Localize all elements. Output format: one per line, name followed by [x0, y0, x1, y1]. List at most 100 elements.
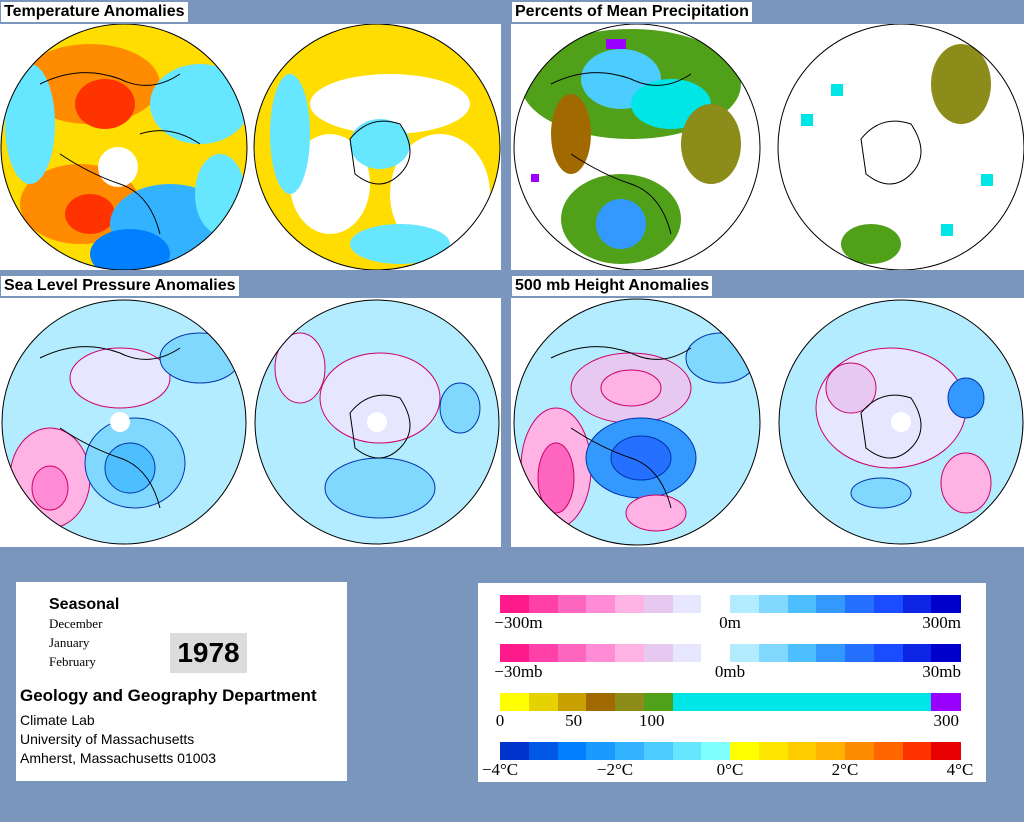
- month-december: December: [49, 616, 103, 631]
- month-january: January: [49, 635, 90, 650]
- height-scale-label: 0m: [719, 613, 741, 632]
- temperature-scale-swatch: [672, 742, 702, 760]
- address-line-1: Climate Lab: [20, 712, 95, 728]
- temperature-scale-label: −4°C: [481, 760, 519, 779]
- precip-scale-swatch: [931, 693, 961, 711]
- temperature-scale-swatch: [787, 742, 817, 760]
- pressure-scale-label: 30mb: [922, 662, 961, 681]
- precip-scale-swatch: [787, 693, 817, 711]
- pressure-scale-swatch: [902, 644, 932, 662]
- pressure-scale-swatch: [816, 644, 846, 662]
- pressure-scale-swatch: [701, 644, 731, 662]
- height-scale-swatch: [758, 595, 788, 613]
- address-line-2: University of Massachusetts: [20, 731, 195, 747]
- precip-scale-swatch: [902, 693, 932, 711]
- temperature-scale-swatch: [873, 742, 903, 760]
- height-scale-swatch: [902, 595, 932, 613]
- pressure-scale-swatch: [873, 644, 903, 662]
- pressure-scale-swatch: [758, 644, 788, 662]
- pressure-north-hemisphere: [2, 300, 246, 544]
- pressure-scale-swatch: [845, 644, 875, 662]
- temperature-scale-swatch: [528, 742, 558, 760]
- temperature-scale-swatch: [902, 742, 932, 760]
- temperature-panel: Temperature Anomalies: [0, 2, 501, 270]
- height-scale-label: 300m: [922, 613, 961, 632]
- temperature-scale-swatch: [816, 742, 846, 760]
- temperature-scale-swatch: [557, 742, 587, 760]
- height-scale-swatch: [672, 595, 702, 613]
- info-box: Seasonal December January February 1978 …: [16, 582, 347, 781]
- height-scale-swatch: [557, 595, 587, 613]
- pressure-scale-swatch: [557, 644, 587, 662]
- precip-scale-swatch: [701, 693, 731, 711]
- height-scale-swatch: [787, 595, 817, 613]
- temperature-scale-swatch: [758, 742, 788, 760]
- pressure-scale-swatch: [730, 644, 760, 662]
- height-scale-swatch: [873, 595, 903, 613]
- temperature-south-hemisphere: [254, 24, 500, 270]
- sea-level-pressure-title: Sea Level Pressure Anomalies: [1, 276, 239, 296]
- pressure-scale-label: −30mb: [494, 662, 543, 681]
- temperature-scale-label: 0°C: [716, 760, 744, 779]
- precip-scale-swatch: [615, 693, 645, 711]
- height-scale-swatch: [701, 595, 731, 613]
- height-scale-swatch: [643, 595, 673, 613]
- temperature-scale-swatch: [931, 742, 961, 760]
- temperature-north-hemisphere: [1, 24, 247, 270]
- precip-scale-bar: [500, 693, 961, 711]
- height-scale-bar: [500, 595, 961, 613]
- precip-scale-swatch: [557, 693, 587, 711]
- height-500mb-maps: [513, 298, 1024, 546]
- precip-scale-swatch: [643, 693, 673, 711]
- pressure-scale-swatch: [500, 644, 530, 662]
- precipitation-north-hemisphere: [514, 24, 760, 270]
- pressure-scale-swatch: [787, 644, 817, 662]
- precip-scale-swatch: [528, 693, 558, 711]
- height-scale-swatch: [615, 595, 645, 613]
- temperature-maps: [0, 24, 501, 270]
- pressure-scale-swatch: [528, 644, 558, 662]
- precip-scale-swatch: [730, 693, 760, 711]
- temperature-scale-swatch: [643, 742, 673, 760]
- precipitation-south-hemisphere: [778, 24, 1024, 270]
- precip-scale-label: 0: [495, 711, 505, 730]
- height-scale-swatch: [931, 595, 961, 613]
- height-south-hemisphere: [779, 300, 1023, 544]
- pressure-scale-swatch: [643, 644, 673, 662]
- precipitation-maps: [513, 24, 1024, 270]
- pressure-scale-swatch: [672, 644, 702, 662]
- temperature-title: Temperature Anomalies: [1, 2, 188, 22]
- sea-level-pressure-maps: [1, 299, 500, 545]
- pressure-south-hemisphere: [255, 300, 499, 544]
- height-scale-swatch: [586, 595, 616, 613]
- pressure-scale-swatch: [615, 644, 645, 662]
- sea-level-pressure-panel: Sea Level Pressure Anomalies: [0, 276, 501, 547]
- precip-scale-label: 100: [639, 711, 665, 730]
- temperature-scale-swatch: [701, 742, 731, 760]
- pressure-scale-bar: [500, 644, 961, 662]
- pressure-scale-label: 0mb: [714, 662, 746, 681]
- height-scale-label: −300m: [494, 613, 543, 632]
- precipitation-panel: Percents of Mean Precipitation: [511, 2, 1024, 270]
- height-north-hemisphere: [514, 299, 760, 545]
- precip-scale-swatch: [816, 693, 846, 711]
- temperature-scale-label: −2°C: [596, 760, 634, 779]
- year-label: 1978: [170, 633, 247, 673]
- month-february: February: [49, 654, 96, 669]
- temperature-scale-bar: [500, 742, 961, 760]
- department-name: Geology and Geography Department: [20, 686, 317, 705]
- precip-scale-swatch: [845, 693, 875, 711]
- precip-scale-label: 300: [933, 711, 959, 730]
- pressure-scale-swatch: [586, 644, 616, 662]
- temperature-scale-label: 4°C: [946, 760, 974, 779]
- temperature-scale-swatch: [845, 742, 875, 760]
- height-scale-swatch: [816, 595, 846, 613]
- temperature-scale-swatch: [586, 742, 616, 760]
- temperature-scale-swatch: [615, 742, 645, 760]
- precip-scale-swatch: [586, 693, 616, 711]
- precip-scale-swatch: [873, 693, 903, 711]
- height-scale-swatch: [730, 595, 760, 613]
- pressure-scale-swatch: [931, 644, 961, 662]
- legend-box: −300m 0m 300m −30mb 0mb 30mb 0 50 100 300 −4°C −2°C…: [478, 583, 986, 782]
- height-scale-swatch: [845, 595, 875, 613]
